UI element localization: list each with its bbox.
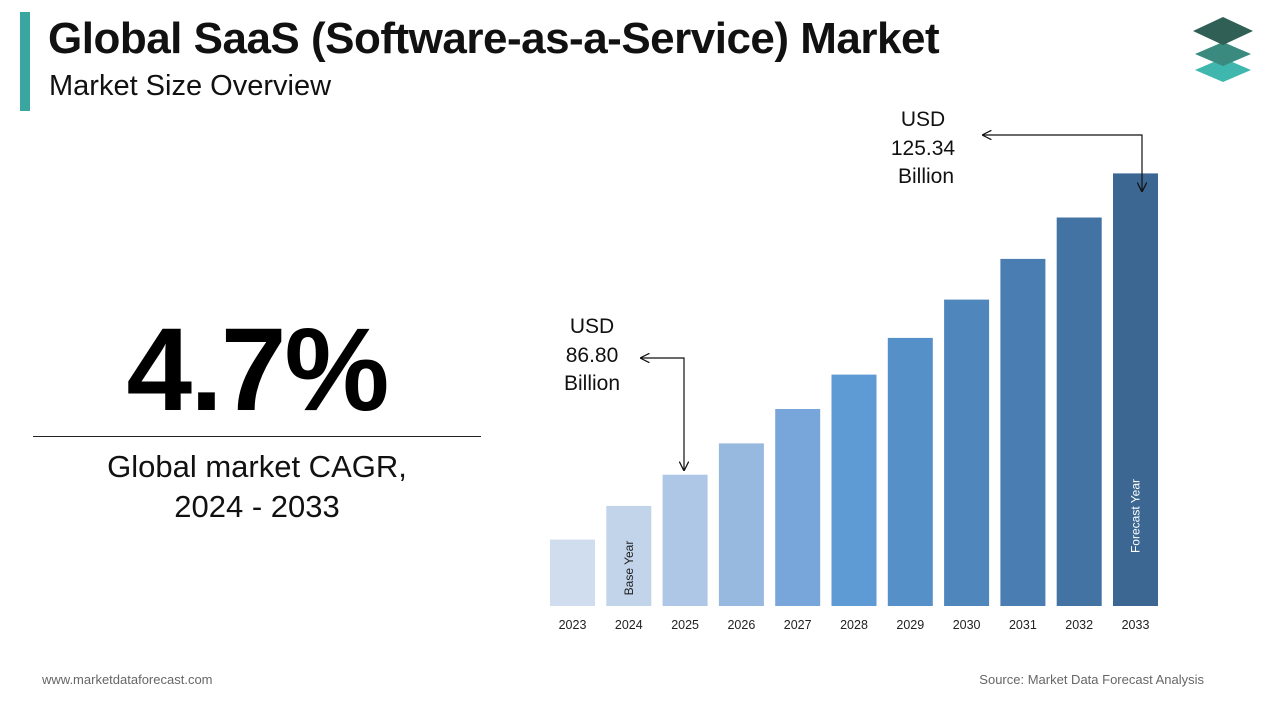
cagr-label-line-2: 2024 - 2033 — [174, 489, 340, 524]
bar-2027 — [775, 409, 821, 606]
cagr-divider — [33, 436, 481, 437]
end-callout-line-3: Billion — [898, 165, 954, 188]
end-callout-value: 125.34 — [891, 137, 956, 160]
footer-website: www.marketdataforecast.com — [42, 672, 213, 687]
cagr-label: Global market CAGR, 2024 - 2033 — [33, 447, 481, 527]
x-tick-label-2025: 2025 — [671, 618, 699, 632]
bar-2030 — [944, 299, 990, 606]
end-callout-line-1: USD — [901, 108, 945, 131]
start-callout-arrow — [641, 358, 684, 470]
x-tick-label-2030: 2030 — [953, 618, 981, 632]
title-accent-bar — [20, 12, 30, 111]
start-value-callout: USD 86.80 Billion — [564, 315, 620, 395]
bar-2024 — [606, 505, 652, 606]
page-subtitle: Market Size Overview — [49, 70, 332, 102]
end-callout-arrow — [983, 135, 1142, 191]
bar-2028 — [831, 374, 877, 606]
end-value-callout: USD 125.34 Billion — [891, 108, 956, 188]
bar-annotation-2033: Forecast Year — [1129, 479, 1143, 553]
x-tick-label-2027: 2027 — [784, 618, 812, 632]
start-callout-line-3: Billion — [564, 372, 620, 395]
bar-annotation-2024: Base Year — [622, 541, 636, 596]
x-tick-label-2032: 2032 — [1065, 618, 1093, 632]
bar-2032 — [1056, 217, 1102, 606]
bar-2031 — [1000, 258, 1046, 606]
bar-2033 — [1113, 173, 1158, 606]
cagr-value: 4.7% — [126, 304, 390, 436]
page-title: Global SaaS (Software-as-a-Service) Mark… — [48, 14, 940, 63]
layers-logo-icon — [1193, 17, 1253, 82]
x-tick-label-2029: 2029 — [896, 618, 924, 632]
x-tick-label-2031: 2031 — [1009, 618, 1037, 632]
cagr-label-line-1: Global market CAGR, — [107, 449, 407, 484]
start-callout-value: 86.80 — [566, 344, 619, 367]
x-tick-label-2026: 2026 — [727, 618, 755, 632]
bar-2025 — [662, 474, 708, 606]
x-tick-label-2028: 2028 — [840, 618, 868, 632]
x-tick-label-2033: 2033 — [1122, 618, 1150, 632]
bar-2026 — [718, 443, 764, 606]
bar-2023 — [550, 539, 595, 606]
start-callout-line-1: USD — [570, 315, 614, 338]
footer-source: Source: Market Data Forecast Analysis — [979, 672, 1204, 687]
bar-2029 — [887, 337, 933, 606]
x-tick-label-2023: 2023 — [559, 618, 587, 632]
x-tick-label-2024: 2024 — [615, 618, 643, 632]
